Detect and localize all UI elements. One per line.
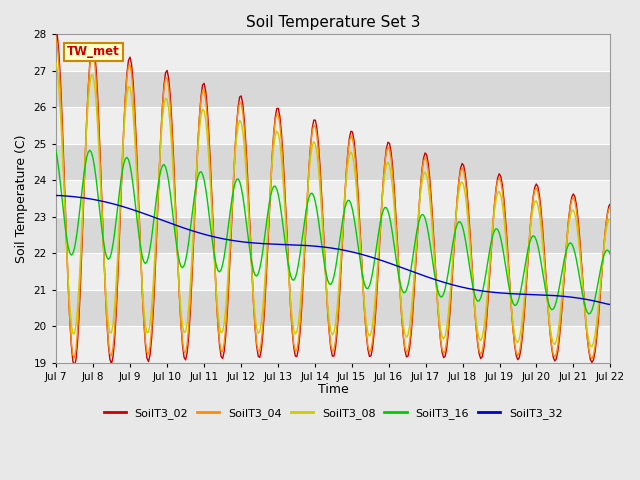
Title: Soil Temperature Set 3: Soil Temperature Set 3 bbox=[246, 15, 420, 30]
Text: TW_met: TW_met bbox=[67, 46, 120, 59]
Bar bbox=[56, 180, 611, 217]
Bar bbox=[56, 326, 611, 363]
Bar bbox=[56, 107, 611, 144]
Bar bbox=[56, 34, 611, 71]
Bar bbox=[56, 253, 611, 290]
X-axis label: Time: Time bbox=[318, 384, 349, 396]
Legend: SoilT3_02, SoilT3_04, SoilT3_08, SoilT3_16, SoilT3_32: SoilT3_02, SoilT3_04, SoilT3_08, SoilT3_… bbox=[99, 404, 567, 423]
Y-axis label: Soil Temperature (C): Soil Temperature (C) bbox=[15, 134, 28, 263]
